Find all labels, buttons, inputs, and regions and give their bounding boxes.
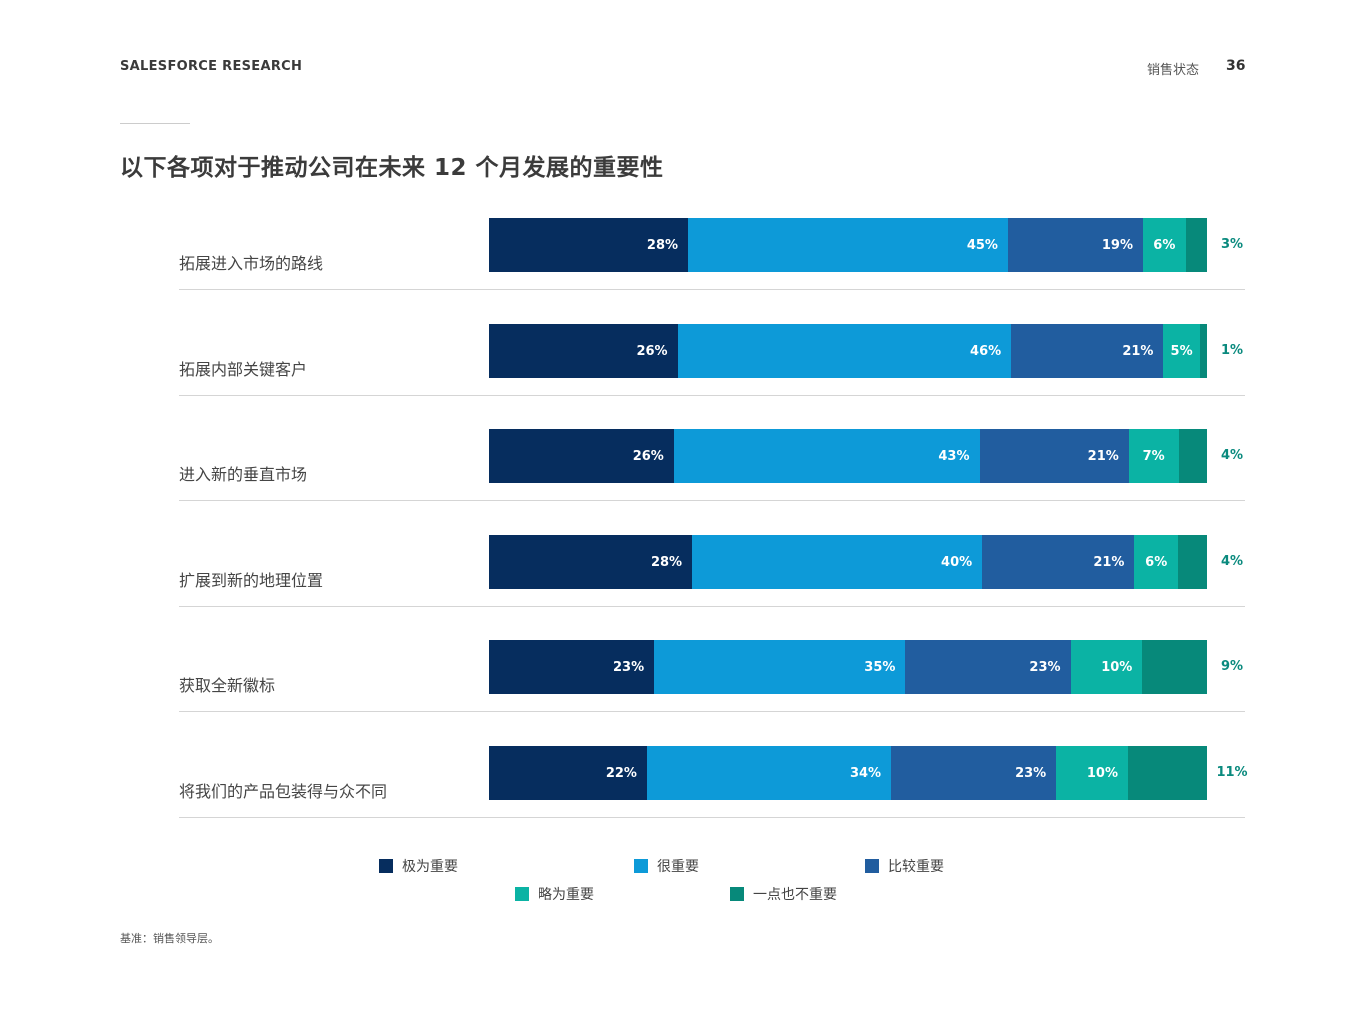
data-label: 23% xyxy=(1029,659,1061,675)
bar-segment-fairly-important: 19% xyxy=(1007,218,1143,272)
row-divider xyxy=(179,395,1245,396)
data-label-not-important: 11% xyxy=(1216,765,1248,780)
bar-segment-extremely-important: 22% xyxy=(489,746,647,800)
data-label: 28% xyxy=(650,554,683,570)
data-label: 45% xyxy=(966,237,998,253)
bar-segment-not-important xyxy=(1199,324,1207,378)
stacked-bar: 23% 35% 23% 10% xyxy=(489,640,1207,694)
category-label: 拓展内部关键客户 xyxy=(179,360,308,379)
bar-segment-not-important xyxy=(1177,535,1207,589)
bar-segment-extremely-important: 28% xyxy=(489,535,693,589)
legend-item-extremely-important: 极为重要 xyxy=(379,856,458,876)
legend-item-slightly-important: 略为重要 xyxy=(515,884,594,904)
row-divider xyxy=(179,289,1245,290)
bar-segment-slightly-important: 10% xyxy=(1056,746,1128,800)
bar-segment-not-important xyxy=(1185,218,1207,272)
data-label: 6% xyxy=(1145,554,1168,570)
legend-label: 比较重要 xyxy=(888,859,944,875)
bar-segment-very-important: 43% xyxy=(673,429,980,483)
legend-swatch xyxy=(634,859,648,873)
bar-segment-not-important xyxy=(1178,429,1207,483)
bar-segment-not-important xyxy=(1142,640,1207,694)
data-label-not-important: 3% xyxy=(1220,237,1244,252)
legend-swatch xyxy=(865,859,879,873)
data-label: 10% xyxy=(1101,659,1133,675)
category-label: 将我们的产品包装得与众不同 xyxy=(179,782,388,801)
category-label: 进入新的垂直市场 xyxy=(179,465,308,484)
data-label: 6% xyxy=(1153,237,1176,253)
stacked-bar: 22% 34% 23% 10% xyxy=(489,746,1207,800)
legend-label: 略为重要 xyxy=(538,887,594,903)
legend-swatch xyxy=(730,887,744,901)
bar-segment-very-important: 40% xyxy=(692,535,983,589)
stacked-bar: 26% 46% 21% 5% xyxy=(489,324,1207,378)
data-label: 10% xyxy=(1086,765,1118,781)
data-label-not-important: 9% xyxy=(1220,659,1244,674)
data-label: 22% xyxy=(605,765,637,781)
bar-segment-fairly-important: 23% xyxy=(891,746,1057,800)
page-title: 以下各项对于推动公司在未来 12 个月发展的重要性 xyxy=(120,155,664,181)
legend-label: 极为重要 xyxy=(402,859,458,875)
stacked-bar: 28% 40% 21% 6% xyxy=(489,535,1207,589)
bar-segment-slightly-important: 6% xyxy=(1134,535,1178,589)
bar-segment-slightly-important: 6% xyxy=(1143,218,1186,272)
data-label-not-important: 4% xyxy=(1220,554,1244,569)
bar-segment-very-important: 34% xyxy=(646,746,892,800)
bar-segment-fairly-important: 23% xyxy=(905,640,1071,694)
bar-segment-fairly-important: 21% xyxy=(982,535,1135,589)
footnote: 基准：销售领导层。 xyxy=(120,932,219,945)
legend-item-fairly-important: 比较重要 xyxy=(865,856,944,876)
data-label: 28% xyxy=(646,237,679,253)
category-label: 获取全新徽标 xyxy=(179,676,276,695)
legend-label: 一点也不重要 xyxy=(753,887,837,903)
data-label: 7% xyxy=(1142,448,1165,464)
data-label: 35% xyxy=(864,659,896,675)
data-label: 21% xyxy=(1087,448,1119,464)
bar-segment-very-important: 35% xyxy=(654,640,906,694)
data-label: 43% xyxy=(938,448,970,464)
stacked-bar: 28% 45% 19% 6% xyxy=(489,218,1207,272)
data-label: 23% xyxy=(613,659,645,675)
data-label: 26% xyxy=(636,343,668,359)
data-label: 5% xyxy=(1170,343,1193,359)
data-label: 21% xyxy=(1122,343,1154,359)
data-label-not-important: 4% xyxy=(1220,448,1244,463)
section-title: 销售状态 xyxy=(1147,63,1200,78)
legend-label: 很重要 xyxy=(657,859,699,875)
legend-swatch xyxy=(379,859,393,873)
data-label: 40% xyxy=(941,554,973,570)
bar-segment-extremely-important: 23% xyxy=(489,640,655,694)
data-label: 34% xyxy=(849,765,882,781)
row-divider xyxy=(179,500,1245,501)
category-label: 拓展进入市场的路线 xyxy=(179,254,324,273)
bar-segment-not-important xyxy=(1127,746,1207,800)
data-label: 21% xyxy=(1093,554,1125,570)
stacked-bar: 26% 43% 21% 7% xyxy=(489,429,1207,483)
legend-item-not-important: 一点也不重要 xyxy=(730,884,837,904)
brand-header: SALESFORCE RESEARCH xyxy=(120,59,303,74)
data-label-not-important: 1% xyxy=(1220,343,1244,358)
legend-item-very-important: 很重要 xyxy=(634,856,699,876)
row-divider xyxy=(179,606,1245,607)
row-divider xyxy=(179,711,1245,712)
bar-segment-slightly-important: 7% xyxy=(1128,429,1179,483)
data-label: 26% xyxy=(632,448,664,464)
bar-segment-fairly-important: 21% xyxy=(979,429,1129,483)
data-label: 19% xyxy=(1101,237,1133,253)
bar-segment-extremely-important: 26% xyxy=(489,324,678,378)
page-number: 36 xyxy=(1226,58,1246,74)
bar-segment-slightly-important: 5% xyxy=(1163,324,1200,378)
data-label: 23% xyxy=(1015,765,1047,781)
bar-segment-slightly-important: 10% xyxy=(1070,640,1143,694)
bar-segment-extremely-important: 28% xyxy=(489,218,689,272)
category-label: 扩展到新的地理位置 xyxy=(179,571,324,590)
row-divider xyxy=(179,817,1245,818)
bar-segment-very-important: 45% xyxy=(688,218,1008,272)
data-label: 46% xyxy=(970,343,1002,359)
bar-segment-very-important: 46% xyxy=(677,324,1012,378)
title-divider xyxy=(120,123,190,124)
legend-swatch xyxy=(515,887,529,901)
bar-segment-fairly-important: 21% xyxy=(1011,324,1164,378)
bar-segment-extremely-important: 26% xyxy=(489,429,674,483)
